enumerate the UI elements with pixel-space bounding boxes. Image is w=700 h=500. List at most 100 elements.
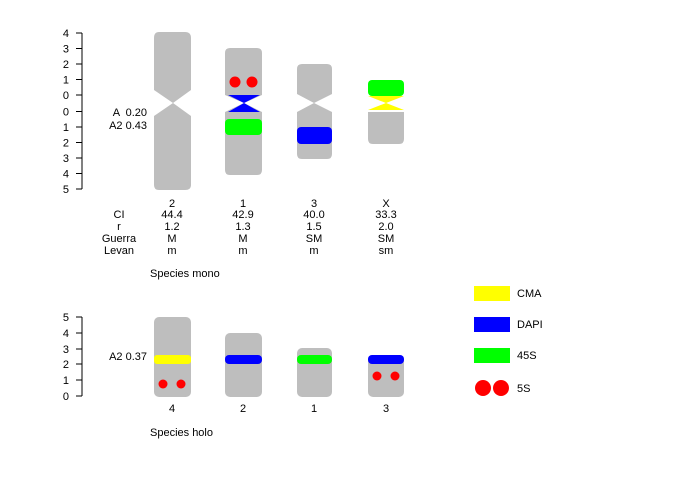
y-axis-holo: 5 4 3 2 1 0 <box>63 312 83 403</box>
y-tick-label: 1 <box>63 375 69 387</box>
chromosome-long-arm <box>225 103 262 175</box>
chromosome-short-arm <box>297 64 332 103</box>
cma-band <box>368 96 404 110</box>
table-cell: 42.9 <box>232 209 253 221</box>
table-cell: SM <box>306 233 323 245</box>
5s-signal <box>176 379 186 389</box>
table-cell: sm <box>379 245 394 257</box>
chromosome-1 <box>297 348 332 397</box>
cma-band <box>154 355 191 364</box>
row-label-r: r <box>117 221 121 233</box>
panel-species-holo: 5 4 3 2 1 0 A2 0.37 <box>63 312 404 439</box>
y-tick-label: 0 <box>63 107 69 119</box>
chromosome-body <box>225 333 262 397</box>
y-tick-label: 5 <box>63 312 69 324</box>
y-tick-label: 3 <box>63 344 69 356</box>
5s-signal <box>390 371 400 381</box>
chromosome-4 <box>154 317 191 397</box>
table-cell: 1.2 <box>164 221 179 233</box>
5s-signal <box>372 371 382 381</box>
blue-bar-icon <box>474 317 510 332</box>
row-label-levan: Levan <box>104 245 134 257</box>
row-label-guerra: Guerra <box>102 233 137 245</box>
5s-signal <box>246 76 258 88</box>
table-cell: 44.4 <box>161 209 182 221</box>
table-cell: m <box>309 245 318 257</box>
legend-item-5s: 5S <box>475 380 530 396</box>
y-tick-label: 5 <box>63 184 69 196</box>
chromosome-short-arm <box>225 48 262 103</box>
chromosome-2 <box>225 333 262 397</box>
table-cell: m <box>167 245 176 257</box>
y-tick-label: 4 <box>63 169 69 181</box>
legend: CMA DAPI 45S 5S <box>474 286 543 396</box>
red-dots-icon <box>475 380 491 396</box>
chromosome-short-arm <box>154 32 191 103</box>
chromosome-2 <box>154 32 191 190</box>
table-cell: m <box>238 245 247 257</box>
chromosome-label: 3 <box>311 198 317 210</box>
chromosome-3 <box>368 355 404 397</box>
y-tick-label: 1 <box>63 122 69 134</box>
row-label-ci: CI <box>114 209 125 221</box>
legend-label: 45S <box>517 350 537 362</box>
5s-signal <box>229 76 241 88</box>
legend-label: CMA <box>517 288 542 300</box>
table-cell: M <box>167 233 176 245</box>
table-cell: 40.0 <box>303 209 324 221</box>
table-cell: 1.5 <box>306 221 321 233</box>
chromosome-long-arm <box>154 103 191 190</box>
chromosome-label: X <box>382 198 390 210</box>
dapi-band <box>297 127 332 144</box>
chromosome-3 <box>297 64 332 159</box>
y-tick-label: 1 <box>63 75 69 87</box>
y-tick-label: 3 <box>63 44 69 56</box>
red-dots-icon <box>493 380 509 396</box>
table-cell: M <box>238 233 247 245</box>
y-tick-label: 0 <box>63 391 69 403</box>
legend-item-dapi: DAPI <box>474 317 543 332</box>
legend-item-45s: 45S <box>474 348 537 363</box>
y-tick-label: 2 <box>63 138 69 150</box>
dapi-band <box>368 355 404 364</box>
y-tick-label: 3 <box>63 153 69 165</box>
y-tick-label: 2 <box>63 59 69 71</box>
dapi-band <box>225 355 262 364</box>
chromosome-body <box>368 355 404 397</box>
asymmetry-index-a: A 0.20 <box>113 107 147 119</box>
y-tick-label: 2 <box>63 359 69 371</box>
chromosome-label: 4 <box>169 403 175 415</box>
legend-item-cma: CMA <box>474 286 542 301</box>
chromosome-1 <box>225 48 262 175</box>
chromosome-x <box>368 80 404 144</box>
y-tick-label: 4 <box>63 328 69 340</box>
table-cell: 2.0 <box>378 221 393 233</box>
5s-signal <box>158 379 168 389</box>
table-cell: SM <box>378 233 395 245</box>
45s-band <box>368 80 404 96</box>
45s-band <box>297 355 332 364</box>
panel-species-mono: 4 3 2 1 0 0 1 2 3 4 5 A 0.20 A2 0.43 <box>63 28 404 280</box>
legend-label: 5S <box>517 383 530 395</box>
chromosome-label: 1 <box>311 403 317 415</box>
panel-title: Species holo <box>150 427 213 439</box>
asymmetry-index-a2: A2 0.43 <box>109 120 147 132</box>
dapi-band <box>228 95 260 112</box>
y-tick-label: 0 <box>63 90 69 102</box>
legend-label: DAPI <box>517 319 543 331</box>
45s-band <box>225 119 262 135</box>
table-cell: 33.3 <box>375 209 396 221</box>
table-cell: 1.3 <box>235 221 250 233</box>
chromosome-long-arm <box>368 112 404 144</box>
chromosome-label: 2 <box>169 198 175 210</box>
chromosome-label: 1 <box>240 198 246 210</box>
y-axis-mono: 4 3 2 1 0 0 1 2 3 4 5 <box>63 28 83 196</box>
green-bar-icon <box>474 348 510 363</box>
yellow-bar-icon <box>474 286 510 301</box>
chromosome-label: 3 <box>383 403 389 415</box>
chromosome-label: 2 <box>240 403 246 415</box>
y-tick-label: 4 <box>63 28 69 40</box>
asymmetry-index-a2: A2 0.37 <box>109 351 147 363</box>
panel-title: Species mono <box>150 268 220 280</box>
